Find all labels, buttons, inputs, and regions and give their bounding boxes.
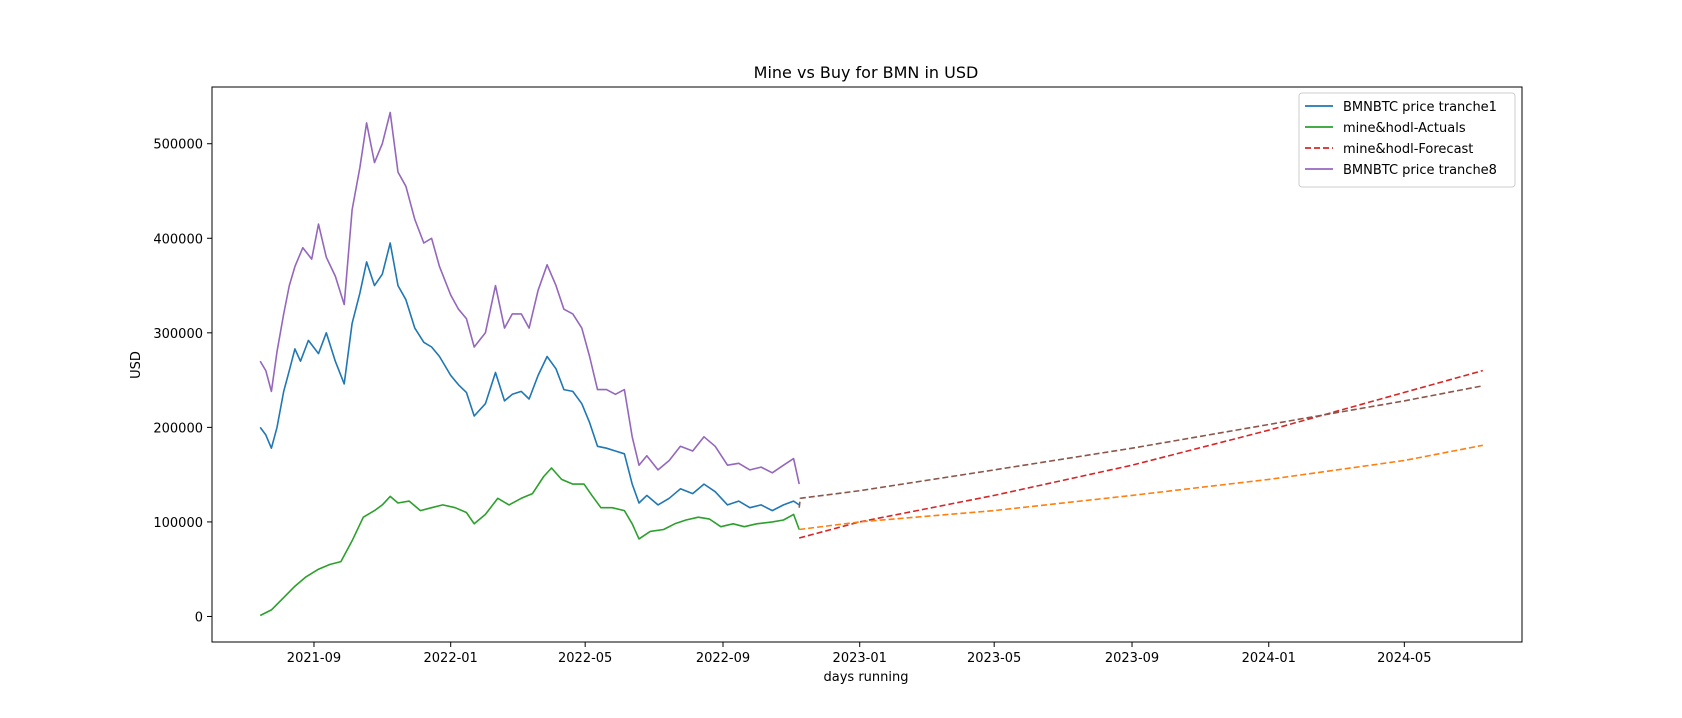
chart-title: Mine vs Buy for BMN in USD xyxy=(754,63,979,82)
x-tick-label: 2023-09 xyxy=(1105,651,1159,666)
series-line-bmnbtc-price-tranche8 xyxy=(259,111,800,485)
y-tick-label: 300000 xyxy=(153,327,203,342)
series-line-mine-hodl-forecast xyxy=(798,369,1484,539)
legend-label-bmnbtc-price-tranche8: BMNBTC price tranche8 xyxy=(1343,163,1497,178)
y-tick-label: 400000 xyxy=(153,232,203,247)
legend-label-bmnbtc-price-tranche1: BMNBTC price tranche1 xyxy=(1343,100,1497,115)
legend-label-mine-hodl-actuals: mine&hodl-Actuals xyxy=(1343,121,1466,136)
series-line-6 xyxy=(798,385,1483,508)
x-tick-label: 2024-01 xyxy=(1242,651,1296,666)
x-tick-label: 2022-09 xyxy=(696,651,750,666)
x-tick-label: 2023-05 xyxy=(967,651,1021,666)
y-tick-label: 100000 xyxy=(153,516,203,531)
y-axis-label: USD xyxy=(129,351,144,379)
legend: BMNBTC price tranche1 mine&hodl-Actuals mi… xyxy=(1298,92,1516,188)
series-line-mine-hodl-actuals xyxy=(259,467,800,617)
legend-box xyxy=(1298,92,1516,188)
x-axis-label: days running xyxy=(824,670,909,685)
series-line-bmnbtc-price-tranche1 xyxy=(259,242,800,512)
y-tick-label: 0 xyxy=(195,610,203,625)
series-line-5 xyxy=(799,444,1483,531)
y-tick-label: 500000 xyxy=(153,138,203,153)
x-axis: 2021-09 2022-01 2022-05 2022-09 2023-01 2023-… xyxy=(287,642,1431,666)
x-tick-label: 2023-01 xyxy=(833,651,887,666)
x-tick-label: 2022-05 xyxy=(558,651,612,666)
plot-area-frame xyxy=(211,86,1523,643)
legend-label-mine-hodl-forecast: mine&hodl-Forecast xyxy=(1343,142,1473,157)
x-tick-label: 2022-01 xyxy=(424,651,478,666)
x-tick-label: 2021-09 xyxy=(287,651,341,666)
x-tick-label: 2024-05 xyxy=(1377,651,1431,666)
y-tick-label: 200000 xyxy=(153,421,203,436)
plot-lines xyxy=(259,111,1484,617)
y-axis: 0 100000 200000 300000 400000 500000 xyxy=(153,138,212,625)
